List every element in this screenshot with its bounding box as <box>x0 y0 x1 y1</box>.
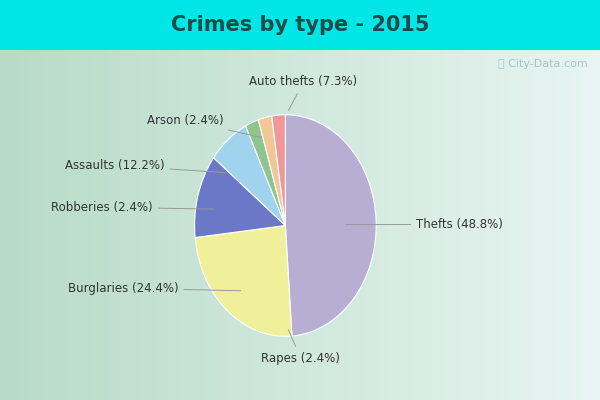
Wedge shape <box>195 226 292 336</box>
Wedge shape <box>214 126 286 226</box>
Text: Robberies (2.4%): Robberies (2.4%) <box>51 201 214 214</box>
Wedge shape <box>259 116 286 226</box>
Text: Auto thefts (7.3%): Auto thefts (7.3%) <box>250 76 358 110</box>
Wedge shape <box>286 115 376 336</box>
Wedge shape <box>272 115 286 226</box>
Text: Thefts (48.8%): Thefts (48.8%) <box>346 218 503 231</box>
Text: Arson (2.4%): Arson (2.4%) <box>147 114 262 138</box>
Wedge shape <box>194 158 286 238</box>
Text: Crimes by type - 2015: Crimes by type - 2015 <box>171 15 429 35</box>
Wedge shape <box>245 120 286 226</box>
Text: Burglaries (24.4%): Burglaries (24.4%) <box>68 282 241 295</box>
Text: ⓘ City-Data.com: ⓘ City-Data.com <box>498 59 588 69</box>
Text: Rapes (2.4%): Rapes (2.4%) <box>262 330 340 364</box>
Text: Assaults (12.2%): Assaults (12.2%) <box>65 159 226 173</box>
